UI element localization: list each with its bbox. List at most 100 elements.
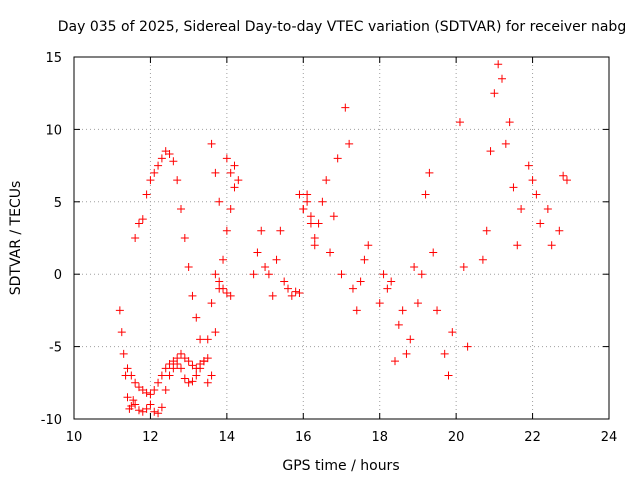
data-point — [142, 388, 151, 397]
data-point — [379, 270, 388, 279]
data-point — [306, 212, 315, 221]
x-tick-label: 14 — [219, 430, 236, 445]
data-point — [482, 226, 491, 235]
data-point — [138, 215, 147, 224]
x-tick-label: 24 — [601, 430, 618, 445]
data-point — [517, 205, 526, 214]
data-point — [310, 241, 319, 250]
data-point — [306, 219, 315, 228]
data-point — [207, 139, 216, 148]
data-point — [146, 390, 155, 399]
data-point — [150, 407, 159, 416]
data-point — [180, 234, 189, 242]
data-point — [161, 386, 170, 395]
data-point — [272, 255, 281, 264]
data-point — [180, 374, 189, 383]
x-tick-label: 10 — [66, 430, 83, 445]
data-point — [375, 299, 384, 308]
data-point — [429, 248, 438, 257]
data-point — [444, 371, 453, 380]
data-point — [115, 306, 124, 315]
data-point — [341, 103, 350, 112]
data-point — [383, 284, 392, 293]
data-point — [459, 262, 468, 271]
data-point — [188, 377, 197, 386]
data-point — [287, 291, 296, 300]
data-point — [555, 226, 564, 235]
data-point — [177, 364, 185, 373]
data-point — [165, 371, 174, 380]
y-tick-label: -5 — [49, 341, 62, 356]
data-point — [528, 176, 537, 185]
data-point — [150, 168, 159, 177]
data-point — [211, 270, 220, 279]
data-point — [154, 161, 163, 170]
y-tick-label: 5 — [54, 196, 62, 211]
data-point — [173, 354, 182, 363]
x-axis-label: GPS time / hours — [282, 458, 399, 474]
data-point — [226, 205, 235, 214]
data-point — [513, 241, 522, 250]
data-point — [547, 241, 556, 250]
data-point — [173, 176, 182, 185]
data-point — [203, 378, 212, 387]
data-point — [264, 270, 273, 279]
data-point — [161, 364, 170, 373]
data-point — [303, 190, 312, 199]
data-point — [326, 248, 335, 257]
x-tick-label: 22 — [524, 430, 541, 445]
data-point — [127, 371, 136, 380]
data-point — [215, 197, 224, 206]
data-point — [490, 89, 499, 98]
data-point — [413, 299, 422, 308]
y-tick-label: 10 — [45, 123, 62, 138]
data-point — [337, 270, 346, 279]
data-point — [284, 284, 292, 293]
data-point — [524, 161, 533, 170]
data-point — [222, 226, 231, 235]
data-point — [211, 168, 220, 177]
data-point — [131, 378, 140, 387]
data-point — [562, 176, 571, 185]
data-point — [402, 349, 411, 358]
data-point — [184, 357, 193, 366]
data-point — [478, 255, 487, 264]
data-point — [117, 328, 126, 337]
data-point — [169, 157, 178, 166]
data-point — [387, 277, 396, 286]
data-point — [154, 409, 163, 418]
data-point — [543, 205, 552, 214]
data-point — [142, 190, 151, 199]
data-point — [211, 328, 220, 337]
grid-lines — [74, 57, 609, 419]
y-tick-label: -10 — [41, 413, 62, 428]
data-point — [333, 154, 342, 163]
data-point — [142, 404, 151, 413]
plot-frame — [73, 56, 610, 420]
data-point — [329, 212, 338, 221]
data-point — [192, 371, 201, 380]
data-point — [486, 147, 495, 156]
data-point — [498, 74, 506, 83]
data-point — [345, 139, 354, 148]
data-point — [134, 406, 143, 415]
data-point — [364, 241, 373, 250]
data-point — [448, 328, 457, 337]
data-point — [119, 349, 128, 358]
data-point — [219, 255, 228, 264]
data-point — [154, 378, 163, 387]
data-point — [188, 291, 197, 300]
x-tick-label: 18 — [371, 430, 388, 445]
data-point — [157, 154, 166, 163]
data-point — [505, 118, 514, 127]
data-point — [417, 270, 426, 279]
data-point — [303, 197, 312, 206]
tick-labels: 10 12 14 16 18 20 22 24 -10 -5 0 5 10 15 — [41, 51, 618, 445]
data-point — [440, 349, 449, 358]
data-point — [203, 335, 212, 344]
data-point — [150, 386, 159, 395]
data-point — [261, 262, 270, 271]
data-point — [295, 190, 304, 199]
data-point — [280, 277, 289, 286]
data-point — [230, 161, 239, 170]
